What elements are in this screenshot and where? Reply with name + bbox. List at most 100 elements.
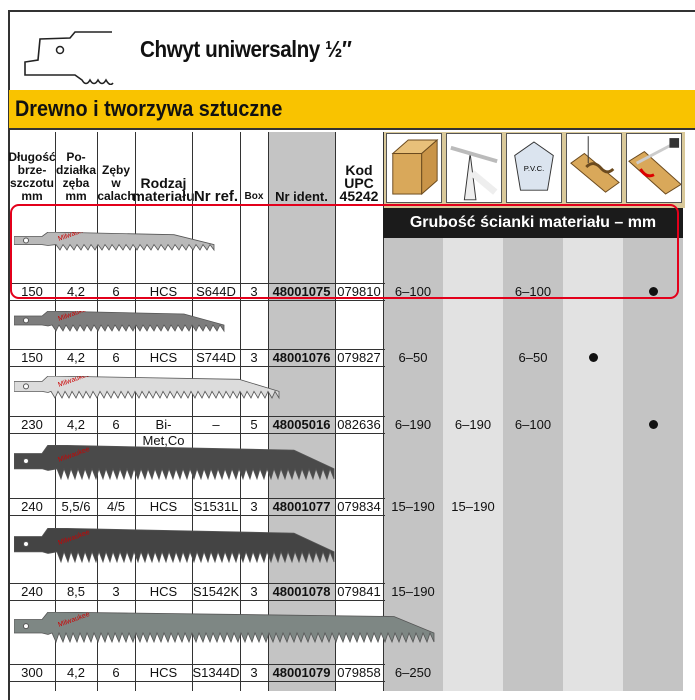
cell-material: HCS [149, 665, 178, 680]
branch-icon [446, 133, 502, 203]
saw-blade-image: Milwaukee [14, 612, 435, 644]
result-col-bg [623, 238, 683, 691]
thickness-value: 15–190 [391, 499, 435, 514]
cell-upc: 079858 [337, 665, 381, 680]
cell-ref: S644D [196, 284, 236, 299]
cell-box: 3 [250, 584, 258, 599]
table-row: 150 4,2 6 HCS S744D 3 48001076 079827 [9, 349, 385, 367]
cell-material: HCS [149, 499, 178, 514]
cell-material: Bi-Met,Co [142, 417, 185, 448]
cell-pitch: 8,5 [66, 584, 86, 599]
thickness-value: 6–190 [394, 417, 432, 432]
thickness-value: 6–100 [514, 417, 552, 432]
cell-box: 3 [250, 284, 258, 299]
cell-length: 150 [21, 284, 43, 299]
saw-blade-image: Milwaukee [14, 445, 335, 481]
cell-ref: S1531L [193, 499, 239, 514]
curve-cut-icon [566, 133, 622, 203]
column-header: Nr ref. [193, 188, 239, 205]
universal-shank-icon [24, 31, 114, 85]
cell-box: 3 [250, 499, 258, 514]
cell-ident: 48001079 [272, 665, 331, 680]
thickness-value: 15–190 [451, 499, 495, 514]
table-row: 150 4,2 6 HCS S644D 3 48001075 079810 [9, 283, 385, 301]
column-header: Kod UPC 45242 [339, 162, 379, 204]
thickness-value [563, 350, 623, 366]
cell-ref: S1344D [192, 665, 240, 680]
suitable-dot-icon [648, 420, 658, 429]
divider [240, 132, 241, 691]
category-band: Drewno i tworzywa sztuczne [9, 90, 695, 130]
thickness-value: 15–190 [391, 584, 435, 599]
divider [135, 132, 136, 691]
cell-ident: 48005016 [272, 417, 331, 432]
cell-ident: 48001075 [272, 284, 331, 299]
cell-upc: 082636 [337, 417, 381, 432]
cell-upc: 079841 [337, 584, 381, 599]
thickness-value: 6–100 [394, 284, 432, 299]
saw-blade-image: Milwaukee [14, 376, 280, 400]
cell-ident: 48001076 [272, 350, 331, 365]
divider [335, 132, 336, 691]
result-col-bg [383, 238, 443, 691]
divider [268, 132, 269, 691]
wood-beam-icon [386, 133, 442, 203]
table-row: 300 4,2 6 HCS S1344D 3 48001079 079858 [9, 664, 385, 682]
suitable-dot-icon [588, 353, 598, 362]
cell-material: HCS [149, 350, 178, 365]
column-header: Rodzaj materiału [132, 175, 195, 204]
cell-pitch: 4,2 [66, 350, 86, 365]
cell-ref: S744D [196, 350, 236, 365]
result-col-bg [563, 238, 623, 691]
thickness-header: Grubość ścianki materiału – mm [383, 208, 683, 238]
column-header: Box [244, 191, 264, 202]
cell-ident: 48001078 [272, 584, 331, 599]
divider [192, 132, 193, 691]
cell-upc: 079810 [337, 284, 381, 299]
thickness-value: 6–250 [394, 665, 432, 680]
result-col-bg [503, 238, 563, 691]
pvc-label: P.V.C. [524, 164, 545, 173]
cell-box: 5 [250, 417, 258, 432]
table-row: 240 8,5 3 HCS S1542K 3 48001078 079841 [9, 583, 385, 601]
thickness-value: 6–50 [398, 350, 428, 365]
column-header: Nr ident. [275, 189, 328, 204]
saw-blade-image: Milwaukee [14, 232, 215, 252]
cell-tpi: 4/5 [106, 499, 126, 514]
suitable-dot-icon [648, 287, 658, 296]
cell-upc: 079834 [337, 499, 381, 514]
cell-material: HCS [149, 284, 178, 299]
highlight-frame [10, 204, 679, 299]
cell-box: 3 [250, 665, 258, 680]
cell-length: 240 [21, 584, 43, 599]
ident-column-bg [268, 132, 335, 691]
table-row: 240 5,5/6 4/5 HCS S1531L 3 48001077 079834 [9, 498, 385, 516]
cell-length: 240 [21, 499, 43, 514]
column-header: Zęby w calach [97, 163, 135, 203]
thickness-value: 6–50 [518, 350, 548, 365]
page-title: Chwyt uniwersalny ½″ [140, 36, 352, 62]
cell-tpi: 6 [112, 284, 120, 299]
table-frame [8, 10, 695, 700]
cell-upc: 079827 [337, 350, 381, 365]
divider [55, 132, 56, 691]
thickness-value [623, 417, 683, 433]
svg-text:Milwaukee: Milwaukee [57, 311, 91, 323]
cell-length: 230 [21, 417, 43, 432]
cell-box: 3 [250, 350, 258, 365]
thickness-value: 6–100 [514, 284, 552, 299]
cell-pitch: 4,2 [66, 284, 86, 299]
cell-tpi: 6 [112, 350, 120, 365]
cell-ref: S1542K [192, 584, 240, 599]
saw-blade-image: Milwaukee [14, 528, 335, 564]
thickness-value: 6–190 [454, 417, 492, 432]
plunge-cut-icon [626, 133, 682, 203]
cell-material: HCS [149, 584, 178, 599]
divider [97, 132, 98, 691]
table-row: 230 4,2 6 Bi-Met,Co – 5 48005016 082636 [9, 416, 385, 448]
column-header: Długość brze- szczotu mm [8, 150, 56, 203]
cell-length: 150 [21, 350, 43, 365]
cell-tpi: 3 [112, 584, 120, 599]
cell-pitch: 4,2 [66, 417, 86, 432]
cell-length: 300 [21, 665, 43, 680]
